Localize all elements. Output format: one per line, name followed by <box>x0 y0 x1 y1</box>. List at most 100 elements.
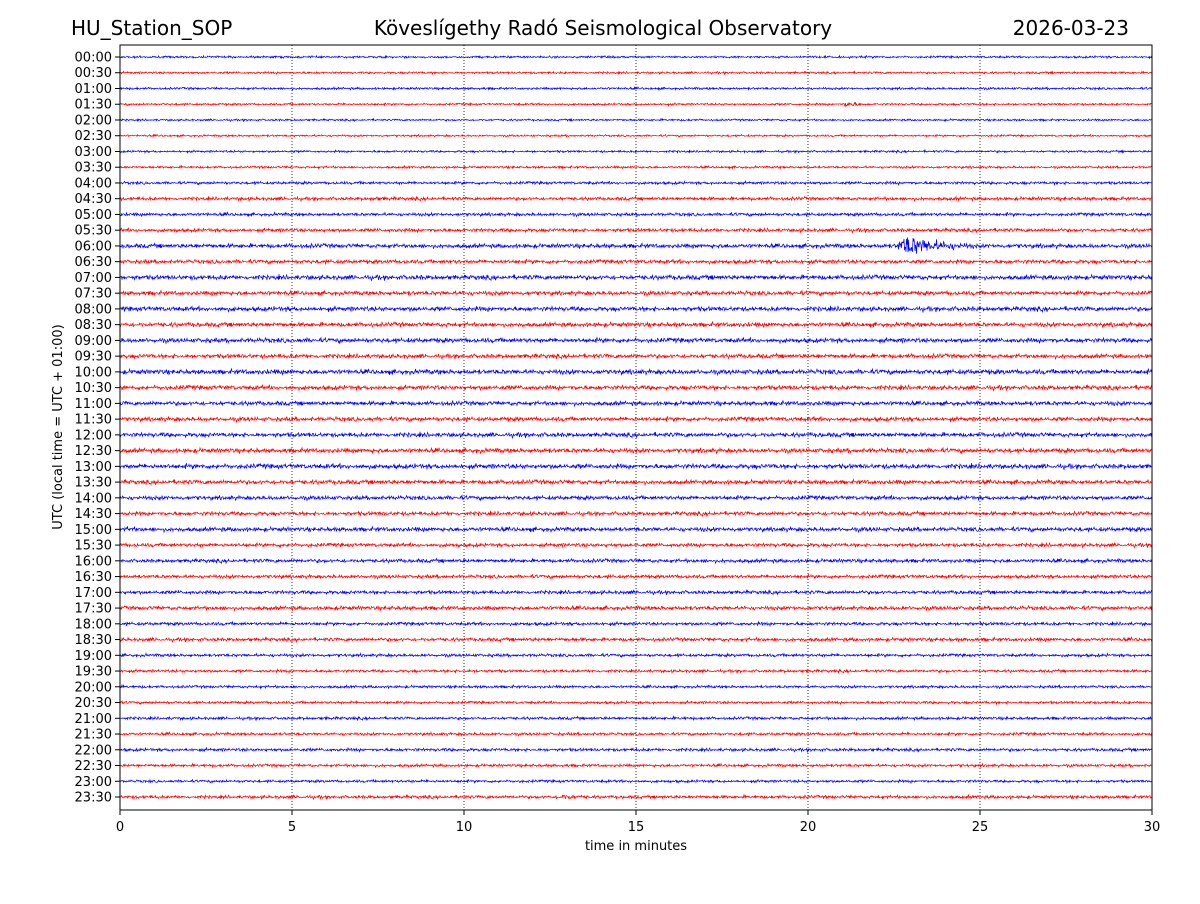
trace-0900 <box>119 336 1153 345</box>
trace-0530 <box>119 226 1153 234</box>
trace-0230 <box>119 133 1153 139</box>
trace-0800 <box>119 304 1152 314</box>
y-tick-label: 23:30 <box>75 791 112 806</box>
y-tick-label: 16:00 <box>75 554 112 569</box>
y-tick-label: 08:30 <box>75 318 112 333</box>
y-tick-label: 14:00 <box>75 491 112 506</box>
trace-1700 <box>119 589 1153 596</box>
y-tick-label: 10:30 <box>75 381 112 396</box>
trace-0630 <box>119 258 1152 266</box>
y-tick-label: 07:00 <box>75 271 112 286</box>
y-tick-label: 20:00 <box>75 680 112 695</box>
x-tick-label: 30 <box>1144 820 1161 835</box>
trace-2200 <box>119 746 1152 754</box>
chart-title: Köveslígethy Radó Seismological Observat… <box>374 16 832 40</box>
trace-2000 <box>119 683 1152 690</box>
y-tick-label: 17:00 <box>75 586 112 601</box>
y-tick-label: 08:00 <box>75 302 112 317</box>
trace-1500 <box>119 525 1153 534</box>
x-tick-label: 15 <box>628 820 645 835</box>
trace-1600 <box>119 557 1153 565</box>
trace-2230 <box>119 762 1153 769</box>
y-tick-label: 20:30 <box>75 696 112 711</box>
y-tick-label: 15:30 <box>75 539 112 554</box>
trace-1030 <box>119 383 1153 392</box>
y-tick-label: 09:30 <box>75 350 112 365</box>
y-tick-label: 03:00 <box>75 145 112 160</box>
trace-1900 <box>119 652 1153 659</box>
y-tick-label: 21:30 <box>75 728 112 743</box>
y-tick-label: 19:00 <box>75 649 112 664</box>
y-tick-label: 17:30 <box>75 602 112 617</box>
trace-1400 <box>119 494 1153 502</box>
y-tick-label: 15:00 <box>75 523 112 538</box>
y-tick-label: 03:30 <box>75 161 112 176</box>
y-tick-label: 18:00 <box>75 617 112 632</box>
x-tick-label: 20 <box>800 820 817 835</box>
y-tick-label: 06:00 <box>75 239 112 254</box>
trace-0730 <box>119 289 1153 298</box>
trace-1430 <box>119 509 1153 518</box>
y-tick-label: 12:30 <box>75 444 112 459</box>
trace-1800 <box>119 620 1153 628</box>
y-tick-label: 02:00 <box>75 113 112 128</box>
x-ticks: 0 5 10 15 20 25 30 <box>116 810 1160 835</box>
x-tick-label: 10 <box>456 820 473 835</box>
trace-0030 <box>119 70 1153 76</box>
x-tick-label: 25 <box>972 820 989 835</box>
trace-0100 <box>119 85 1153 92</box>
trace-0930 <box>119 352 1153 361</box>
y-tick-label: 05:00 <box>75 208 112 223</box>
y-axis-label: UTC (local time = UTC + 01:00) <box>51 324 66 529</box>
y-tick-label: 10:00 <box>75 365 112 380</box>
y-ticks: 00:0000:3001:0001:3002:0002:3003:0003:30… <box>75 51 120 806</box>
y-tick-label: 06:30 <box>75 255 112 270</box>
y-tick-label: 18:30 <box>75 633 112 648</box>
trace-0700 <box>119 273 1153 282</box>
trace-1930 <box>119 667 1153 675</box>
x-axis-label: time in minutes <box>585 839 687 854</box>
grid-lines <box>291 45 981 810</box>
trace-1100 <box>119 399 1153 408</box>
trace-1000 <box>119 367 1153 377</box>
y-tick-label: 14:30 <box>75 507 112 522</box>
trace-1730 <box>119 604 1153 612</box>
trace-2330 <box>119 793 1153 801</box>
traces <box>119 54 1153 801</box>
y-tick-label: 11:30 <box>75 413 112 428</box>
y-tick-label: 16:30 <box>75 570 112 585</box>
y-tick-label: 04:30 <box>75 192 112 207</box>
y-tick-label: 01:30 <box>75 98 112 113</box>
trace-0830 <box>119 320 1153 329</box>
trace-0200 <box>119 117 1153 123</box>
trace-1830 <box>119 636 1153 644</box>
y-tick-label: 13:00 <box>75 460 112 475</box>
trace-1300 <box>119 462 1153 471</box>
trace-0430 <box>119 195 1153 203</box>
y-tick-label: 07:30 <box>75 287 112 302</box>
y-tick-label: 22:00 <box>75 743 112 758</box>
trace-0400 <box>119 179 1153 187</box>
y-tick-label: 21:00 <box>75 712 112 727</box>
y-tick-label: 00:30 <box>75 66 112 81</box>
trace-1330 <box>119 478 1153 487</box>
y-tick-label: 05:30 <box>75 224 112 239</box>
x-tick-label: 5 <box>288 820 296 835</box>
trace-2130 <box>119 730 1153 737</box>
y-tick-label: 04:00 <box>75 176 112 191</box>
x-tick-label: 0 <box>116 820 124 835</box>
trace-0330 <box>119 164 1153 171</box>
trace-0130 <box>119 101 1153 108</box>
trace-2030 <box>119 699 1153 706</box>
y-tick-label: 11:00 <box>75 397 112 412</box>
trace-1200 <box>119 431 1153 440</box>
trace-1530 <box>119 541 1153 549</box>
y-tick-label: 23:00 <box>75 775 112 790</box>
trace-1130 <box>119 415 1153 424</box>
station-label: HU_Station_SOP <box>71 16 232 40</box>
trace-0600 <box>119 237 1153 254</box>
y-tick-label: 00:00 <box>75 51 112 66</box>
trace-2100 <box>119 715 1152 722</box>
y-tick-label: 12:00 <box>75 428 112 443</box>
